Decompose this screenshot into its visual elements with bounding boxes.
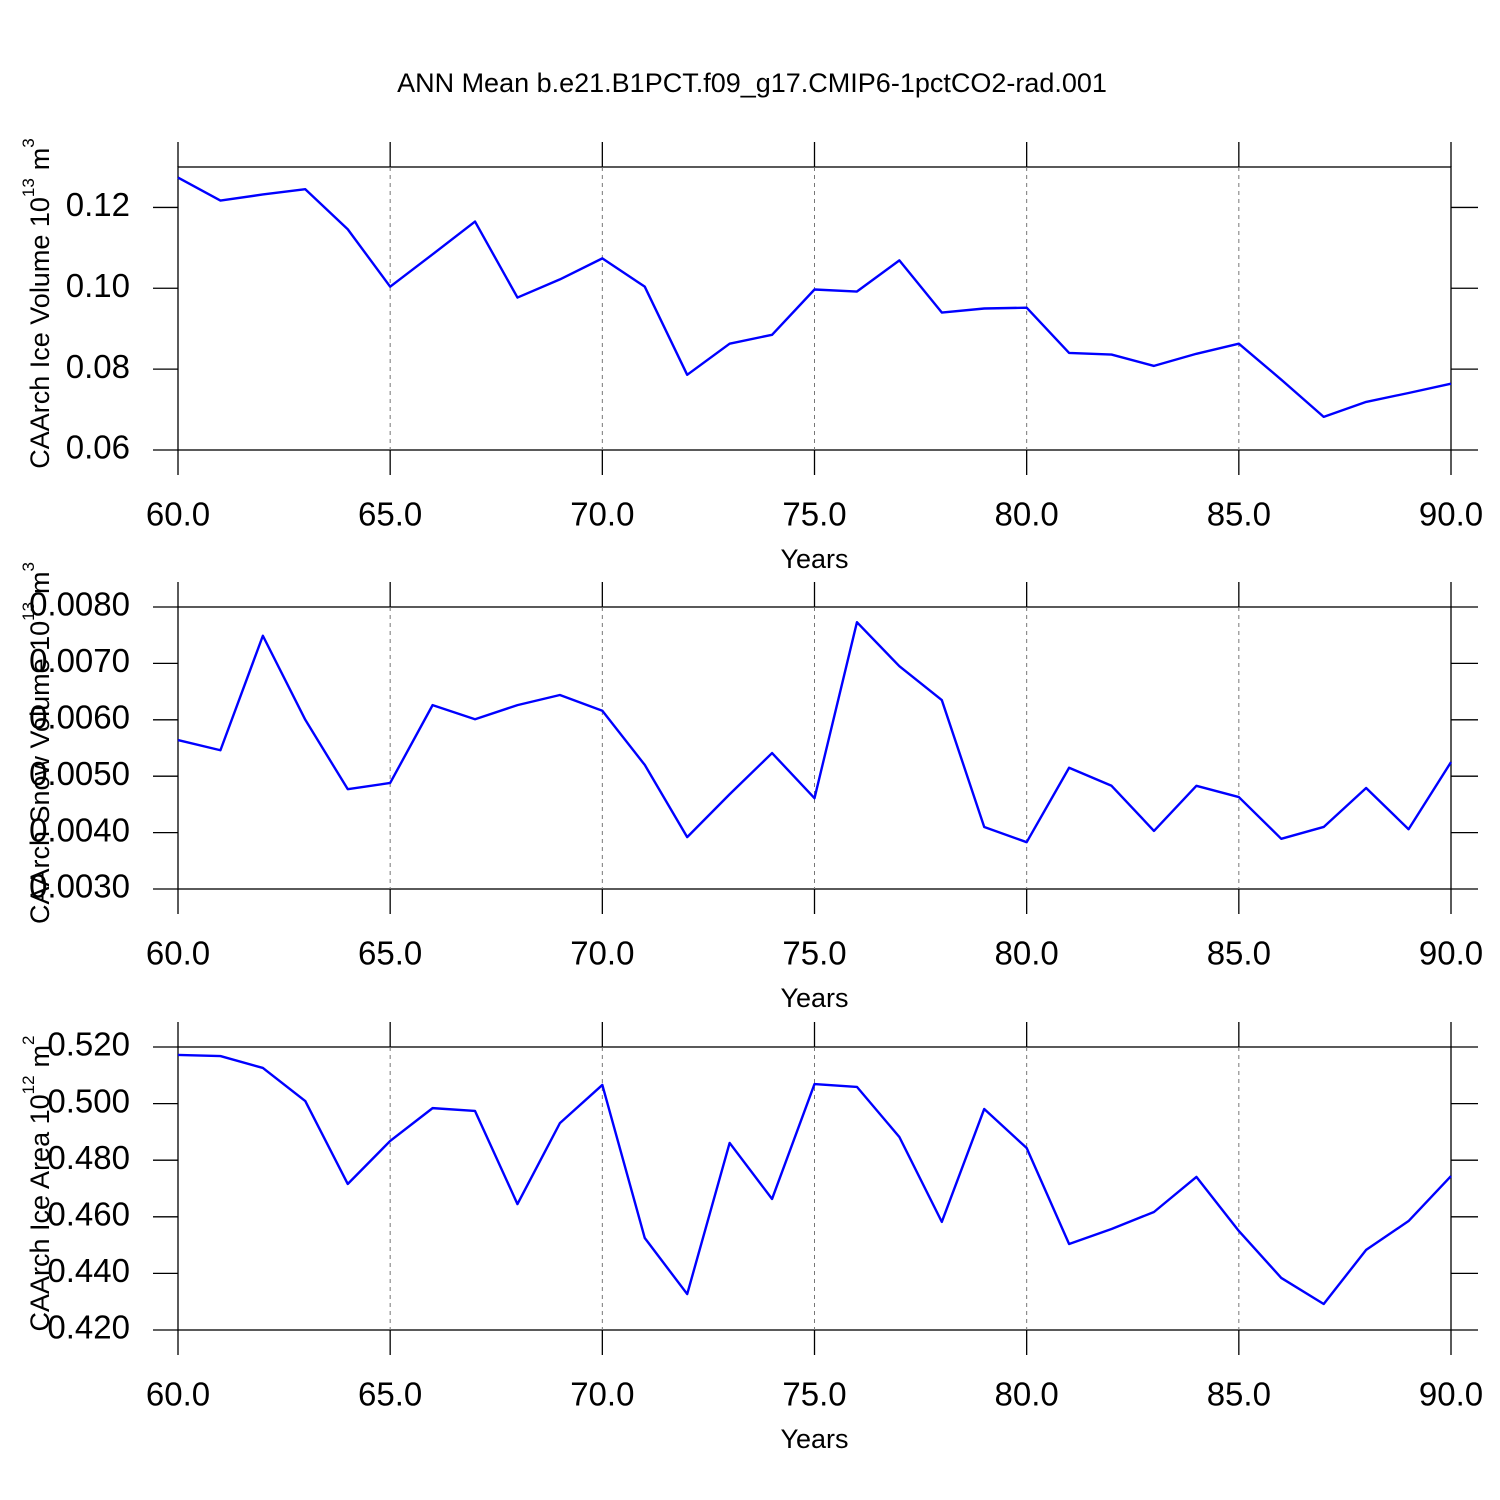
y-tick-label: 0.10 [66,267,130,304]
y-axis-label: CAArch Ice Area 1012 m2 [19,1035,55,1331]
x-tick-label: 75.0 [782,935,846,972]
y-tick-label: 0.480 [47,1139,130,1176]
y-axis-label-text: CAArch Ice Area 10 [25,1094,55,1331]
x-tick-label: 65.0 [358,496,422,533]
y-tick-label: 0.0070 [29,642,130,679]
x-tick-label: 90.0 [1419,496,1483,533]
y-tick-label: 0.0030 [29,868,130,905]
x-tick-label: 70.0 [570,935,634,972]
x-tick-label: 80.0 [995,935,1059,972]
y-axis-label: CAArch Ice Volume 1013 m3 [19,138,55,469]
x-tick-label: 80.0 [995,1376,1059,1413]
y-axis-label-exp: 12 [19,1075,38,1094]
series-line [177,621,1453,844]
chart-title: ANN Mean b.e21.B1PCT.f09_g17.CMIP6-1pctC… [397,68,1107,98]
y-axis-label-group: CAArch Ice Area 1012 m2 [19,1035,55,1331]
x-tick-label: 65.0 [358,935,422,972]
x-tick-label: 60.0 [146,935,210,972]
y-axis-label-exp: 13 [19,178,38,197]
y-axis-label-unit: m [25,571,55,594]
x-axis-label: Years [780,544,848,574]
y-tick-label: 0.0080 [29,586,130,623]
x-tick-label: 60.0 [146,1376,210,1413]
series-line [177,176,1452,419]
x-tick-label: 75.0 [782,496,846,533]
x-axis-label: Years [780,1424,848,1454]
y-axis-label: CAArch Snow Volume 1013 m3 [19,562,55,924]
y-axis-label-unit-exp: 3 [19,138,38,147]
x-tick-label: 75.0 [782,1376,846,1413]
y-tick-label: 0.440 [47,1252,130,1289]
y-axis-label-unit: m [25,148,55,171]
y-tick-label: 0.0050 [29,755,130,792]
series-line [177,1053,1452,1306]
x-tick-label: 65.0 [358,1376,422,1413]
x-tick-label: 85.0 [1207,1376,1271,1413]
y-tick-label: 0.420 [47,1309,130,1346]
y-tick-label: 0.460 [47,1196,130,1233]
x-tick-label: 60.0 [146,496,210,533]
y-tick-label: 0.520 [47,1026,130,1063]
y-axis-label-group: CAArch Snow Volume 1013 m3 [19,562,55,924]
y-tick-label: 0.08 [66,348,130,385]
y-tick-label: 0.500 [47,1082,130,1119]
y-axis-label-text: CAArch Snow Volume 10 [25,621,55,924]
x-tick-label: 70.0 [570,496,634,533]
x-tick-label: 90.0 [1419,1376,1483,1413]
y-axis-label-unit: m [25,1045,55,1068]
y-axis-label-unit-exp: 2 [19,1035,38,1044]
x-axis-label: Years [780,983,848,1013]
y-axis-label-exp: 13 [19,602,38,621]
y-axis-label-unit-exp: 3 [19,562,38,571]
y-tick-label: 0.0040 [29,811,130,848]
y-tick-label: 0.06 [66,429,130,466]
y-axis-label-group: CAArch Ice Volume 1013 m3 [19,138,55,469]
x-tick-label: 80.0 [995,496,1059,533]
y-tick-label: 0.12 [66,186,130,223]
x-tick-label: 70.0 [570,1376,634,1413]
x-tick-label: 90.0 [1419,935,1483,972]
x-tick-label: 85.0 [1207,496,1271,533]
x-tick-label: 85.0 [1207,935,1271,972]
y-axis-label-text: CAArch Ice Volume 10 [25,197,55,469]
y-tick-label: 0.0060 [29,699,130,736]
